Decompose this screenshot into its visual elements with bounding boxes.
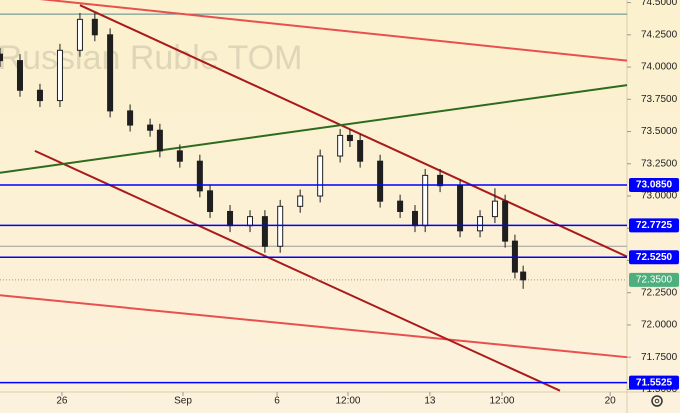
candle-body (16, 60, 23, 91)
candle-body (91, 18, 98, 36)
candle-body (346, 134, 353, 142)
level-badge (629, 375, 679, 390)
trend-line (0, 294, 628, 359)
candle-body (277, 205, 284, 247)
candle-body (196, 160, 203, 192)
candle-body (317, 155, 324, 197)
candle-body (437, 174, 444, 187)
candle-body (491, 200, 498, 218)
y-tick-label: 73.0000 (641, 191, 678, 202)
candle-body (107, 34, 114, 112)
y-tick-label: 71.7500 (641, 352, 678, 363)
trend-line (34, 149, 561, 392)
level-label: 72.5250 (636, 252, 673, 263)
candle-body (357, 140, 364, 162)
x-tick-label: 12:00 (489, 396, 514, 407)
candle-body (422, 174, 429, 227)
y-tick-label: 74.2500 (641, 29, 678, 40)
y-tick-label: 74.5000 (641, 0, 678, 8)
level-badge (629, 218, 679, 233)
candle-body (297, 195, 304, 207)
candle-body (261, 216, 268, 247)
y-tick-label: 73.2500 (641, 158, 678, 169)
y-tick-label: 73.7500 (641, 94, 678, 105)
level-badge (629, 178, 679, 193)
candle-body (0, 53, 3, 62)
x-tick-label: 6 (274, 396, 280, 407)
candle-body (377, 160, 384, 202)
x-tick-label: Sep (174, 396, 192, 407)
candle-body (207, 190, 214, 212)
candle-body (76, 18, 83, 51)
last-price-badge (629, 272, 679, 287)
candle-body (520, 271, 527, 281)
settings-icon[interactable] (651, 395, 663, 407)
y-tick-label: 74.0000 (641, 62, 678, 73)
x-tick-label: 26 (56, 396, 68, 407)
candle-body (227, 210, 234, 227)
y-tick-label: 72.2500 (641, 287, 678, 298)
candle-body (457, 185, 464, 232)
candle-body (502, 200, 509, 242)
candle-body (477, 216, 484, 232)
candle-body (176, 150, 183, 162)
trend-line (0, 84, 628, 174)
candle-body (411, 210, 418, 227)
level-label: 72.7725 (636, 220, 673, 231)
level-label: 73.0850 (636, 180, 673, 191)
candle-body (156, 129, 163, 152)
trend-line (79, 4, 628, 258)
last-price-label: 72.3500 (636, 274, 673, 285)
x-tick-label: 12:00 (335, 396, 360, 407)
candle-body (247, 216, 254, 227)
watermark-title: Russian Ruble TOM (0, 39, 302, 77)
candle-body (36, 89, 43, 102)
candle-body (397, 200, 404, 212)
candle-body (147, 124, 154, 131)
y-tick-label: 73.5000 (641, 126, 678, 137)
x-tick-label: 13 (424, 396, 436, 407)
trend-line (39, 0, 628, 62)
candle-body (127, 110, 134, 126)
level-label: 71.5525 (636, 377, 673, 388)
candle-body (56, 49, 63, 102)
level-badge (629, 250, 679, 265)
y-tick-label: 72.0000 (641, 320, 678, 331)
candle-body (337, 134, 344, 157)
x-tick-label: 20 (605, 396, 617, 407)
